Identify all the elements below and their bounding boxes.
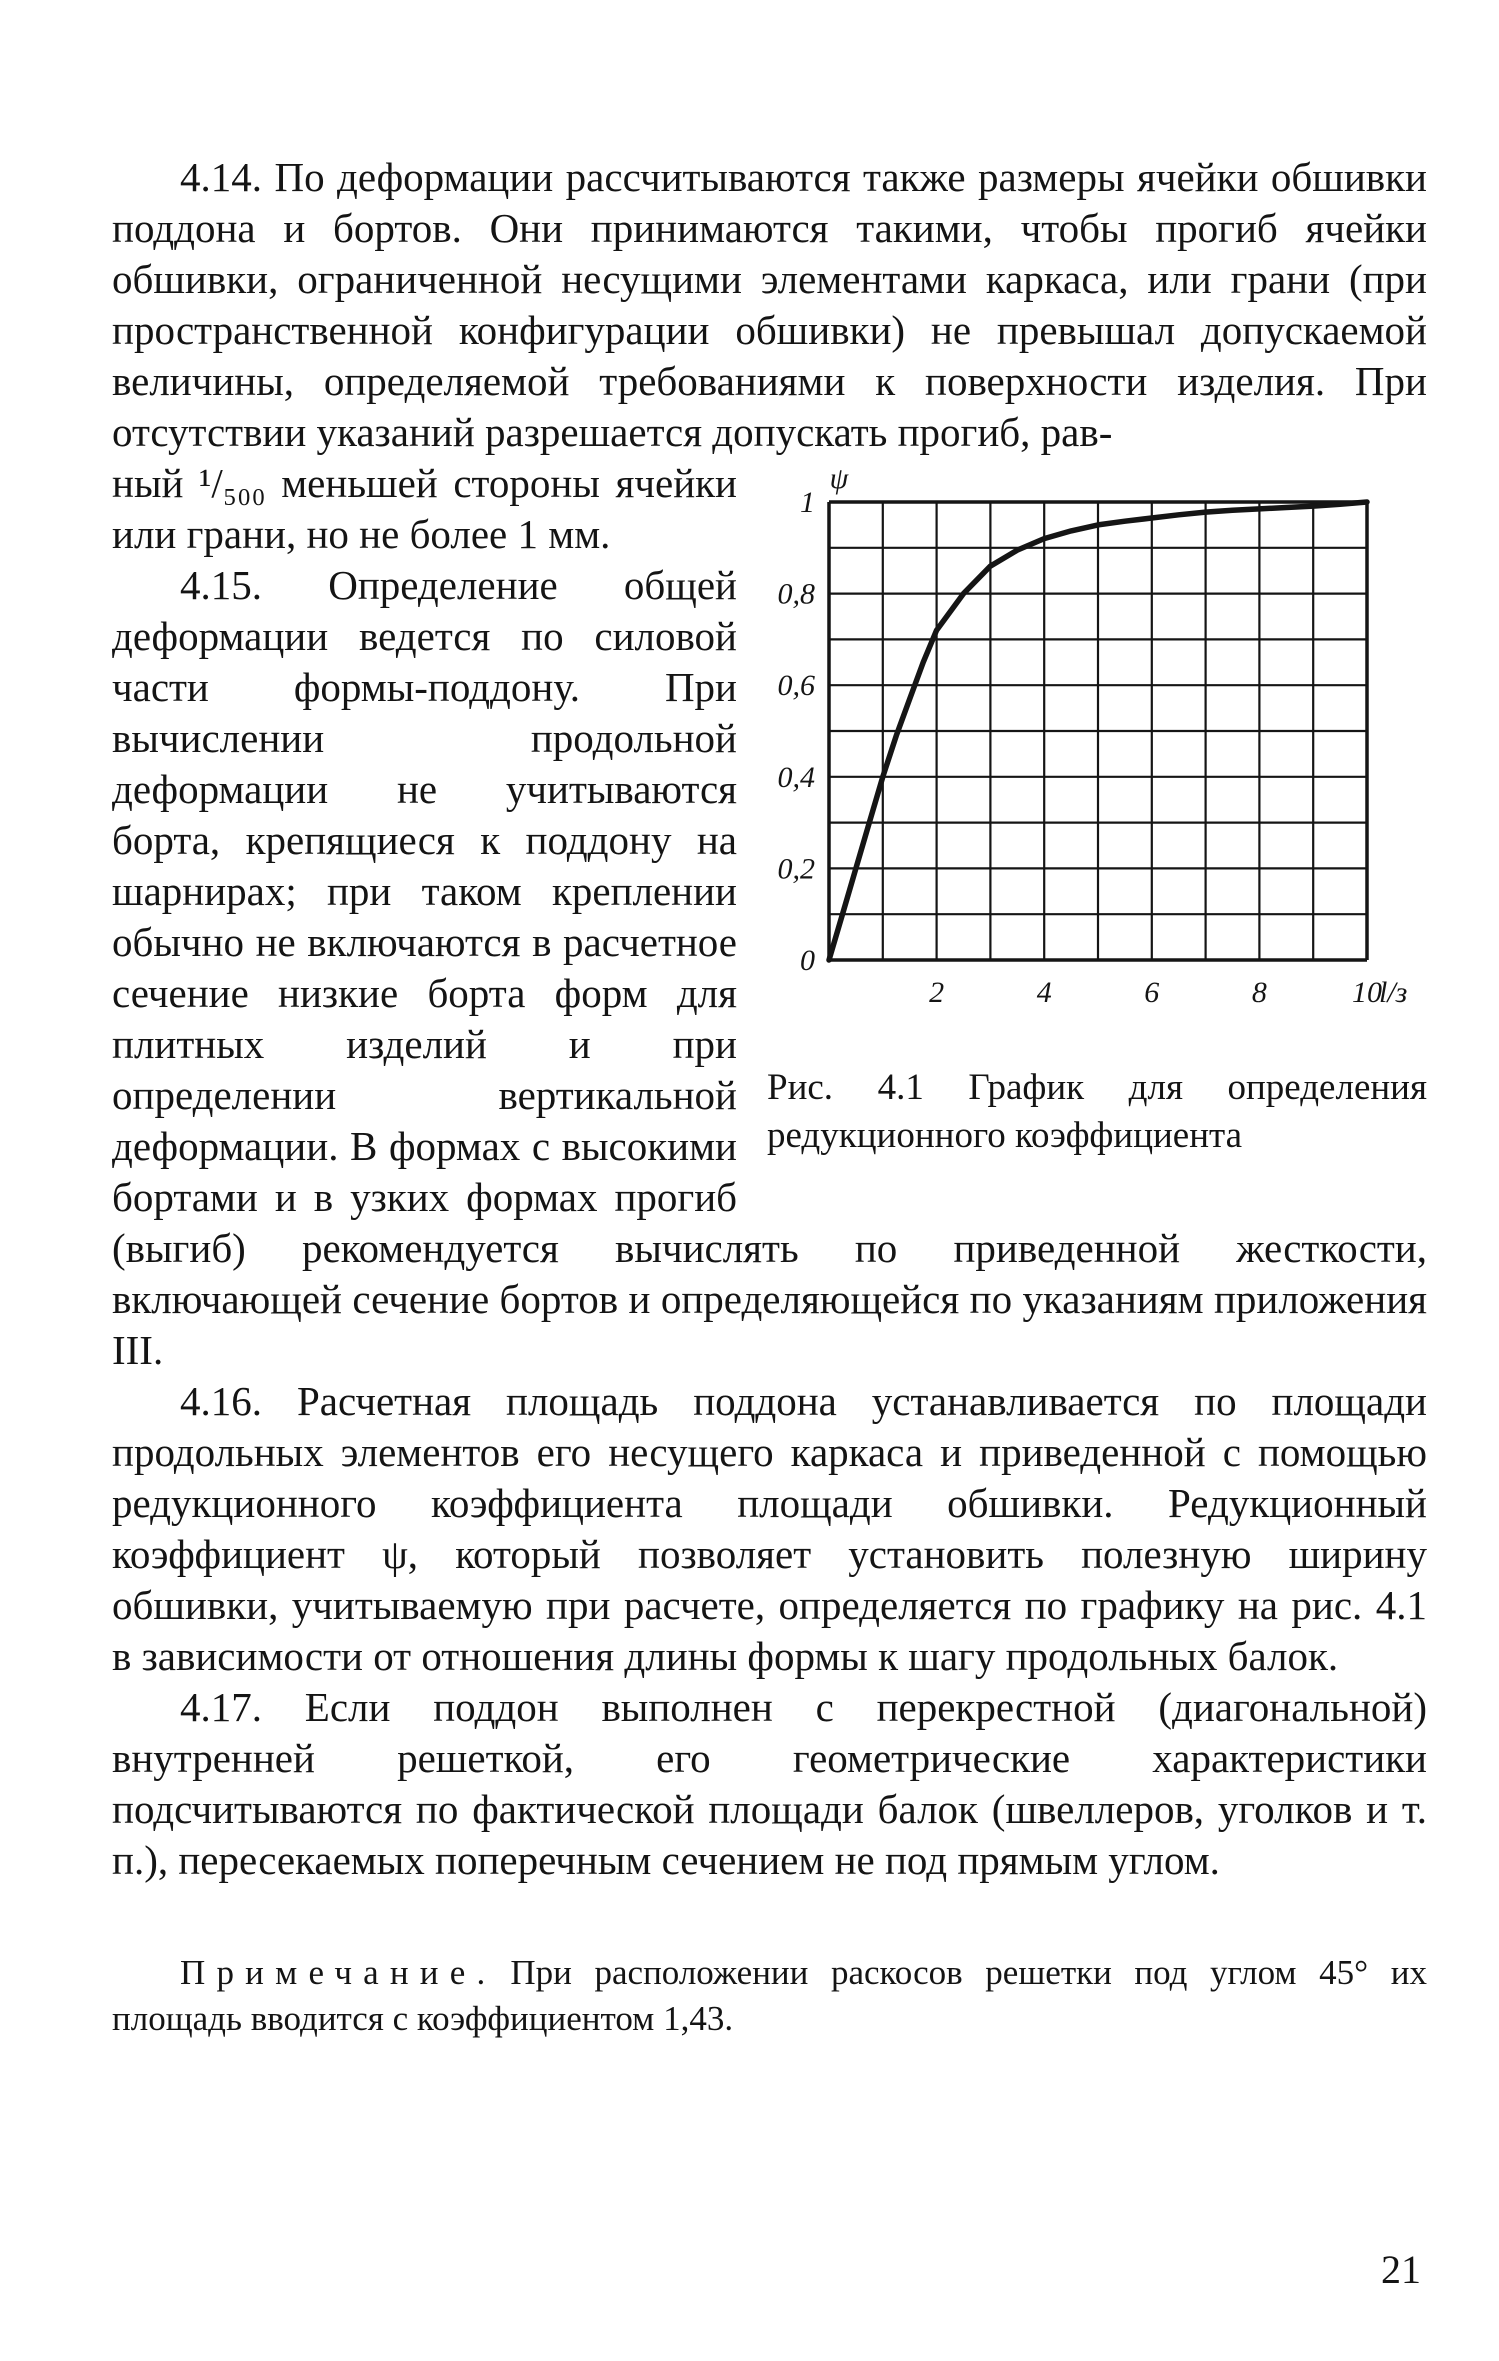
svg-text:0,8: 0,8 [778, 578, 816, 611]
svg-text:0: 0 [800, 944, 815, 977]
reduction-coefficient-chart: ψ1 0,8 0,6 0,4 0,2 0 2 4 6 8 10l/з [778, 466, 1408, 1009]
page-number: 21 [1381, 2247, 1421, 2292]
svg-text:6: 6 [1144, 976, 1159, 1009]
svg-text:ψ: ψ [830, 466, 850, 495]
paragraph-4-16: 4.16. Расчетная площадь поддона устанавл… [112, 1378, 1427, 1679]
figure-4-1: ψ 1 0,8 0,6 0,4 0,2 0 2 4 6 8 10 l/з Рис. 4.1 График… [767, 466, 1427, 1160]
figure-caption: Рис. 4.1 График для определения редукцио… [767, 1067, 1427, 1156]
svg-text:2: 2 [929, 976, 944, 1009]
svg-text:4: 4 [1037, 976, 1052, 1009]
svg-text:0,6: 0,6 [778, 669, 816, 702]
paragraph-4-14: 4.14. По деформации рассчитываются также… [112, 154, 1427, 455]
svg-text:10: 10 [1352, 976, 1382, 1009]
paragraph-4-17: 4.17. Если поддон выполнен с перекрестно… [112, 1684, 1427, 1883]
note-label: Примечание. [180, 1953, 497, 1992]
svg-text:0,4: 0,4 [778, 761, 816, 794]
note: Примечание. При расположении раскосов реш… [112, 1950, 1427, 2042]
paragraph-4-15: 4.15. Определение общей деформации ведет… [112, 562, 1427, 1373]
svg-text:0,2: 0,2 [778, 852, 816, 885]
svg-text:8: 8 [1252, 976, 1267, 1009]
svg-text:l/з: l/з [1379, 976, 1407, 1009]
note-text: При расположении раскосов решетки под уг… [112, 1953, 1427, 2038]
paragraph-4-14-continued: ный ¹/₅₀₀ меньшей стороны ячейки или гра… [112, 460, 737, 557]
svg-text:1: 1 [800, 486, 815, 519]
